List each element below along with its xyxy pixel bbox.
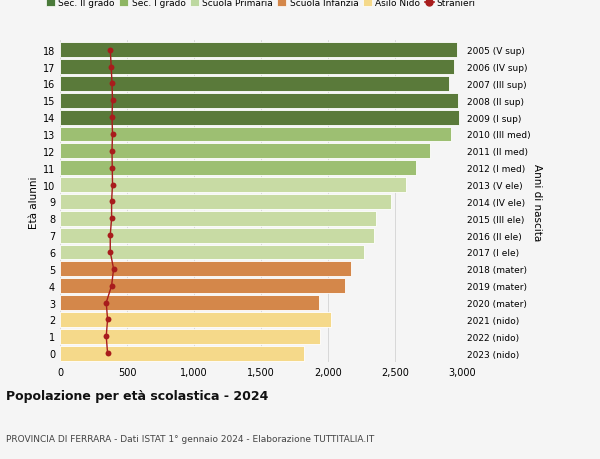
Point <box>101 299 111 307</box>
Bar <box>60 312 331 327</box>
Legend: Sec. II grado, Sec. I grado, Scuola Primaria, Scuola Infanzia, Asilo Nido, Stran: Sec. II grado, Sec. I grado, Scuola Prim… <box>46 0 476 8</box>
Point <box>103 350 112 357</box>
Text: Popolazione per età scolastica - 2024: Popolazione per età scolastica - 2024 <box>6 389 268 403</box>
Bar <box>60 161 416 176</box>
Point <box>106 64 116 71</box>
Bar <box>60 262 351 277</box>
Point <box>106 249 115 256</box>
Bar <box>60 60 454 75</box>
Y-axis label: Anni di nascita: Anni di nascita <box>532 163 542 241</box>
Point <box>108 97 118 105</box>
Bar <box>60 144 430 159</box>
Bar <box>60 228 374 243</box>
Point <box>109 266 118 273</box>
Point <box>107 80 117 88</box>
Point <box>106 232 115 239</box>
Bar <box>60 296 319 310</box>
Point <box>107 165 117 172</box>
Bar <box>60 195 391 209</box>
Point <box>107 198 116 206</box>
Point <box>107 148 117 155</box>
Bar <box>60 111 460 125</box>
Point <box>108 181 118 189</box>
Bar <box>60 127 451 142</box>
Text: PROVINCIA DI FERRARA - Dati ISTAT 1° gennaio 2024 - Elaborazione TUTTITALIA.IT: PROVINCIA DI FERRARA - Dati ISTAT 1° gen… <box>6 434 374 442</box>
Bar <box>60 329 320 344</box>
Point <box>107 215 116 223</box>
Bar <box>60 212 376 226</box>
Point <box>101 333 111 340</box>
Point <box>108 131 118 138</box>
Bar <box>60 279 346 293</box>
Bar <box>60 43 457 58</box>
Point <box>103 316 112 324</box>
Bar <box>60 77 449 92</box>
Bar <box>60 346 304 361</box>
Point <box>107 282 116 290</box>
Bar <box>60 245 364 260</box>
Point <box>107 114 117 122</box>
Point <box>106 47 115 54</box>
Bar <box>60 94 458 108</box>
Bar <box>60 178 406 192</box>
Y-axis label: Età alunni: Età alunni <box>29 176 38 228</box>
